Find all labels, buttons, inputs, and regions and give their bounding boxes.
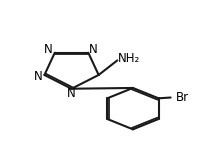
Text: NH₂: NH₂: [118, 52, 141, 65]
Text: N: N: [67, 87, 76, 100]
Text: N: N: [89, 43, 97, 56]
Text: N: N: [34, 70, 42, 83]
Text: N: N: [44, 43, 53, 56]
Text: Br: Br: [176, 91, 189, 104]
